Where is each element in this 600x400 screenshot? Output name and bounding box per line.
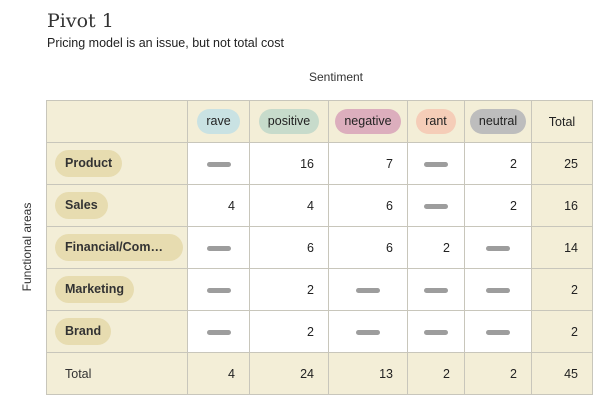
row-dimension-label: Functional areas (20, 202, 34, 292)
empty-cell-rave[interactable] (187, 268, 250, 311)
corner-cell (46, 100, 188, 143)
row-header-cell: Product (46, 142, 188, 185)
row-total-cell: 2 (531, 310, 593, 353)
column-chip-rant[interactable]: rant (416, 109, 456, 134)
empty-value-dash-icon (424, 329, 448, 335)
empty-value-dash-icon (356, 329, 380, 335)
column-dimension-label: Sentiment (308, 70, 364, 84)
table-row: Product 16 7 2 25 (46, 142, 593, 185)
value-cell-negative[interactable]: 6 (328, 226, 408, 269)
column-chip-negative[interactable]: negative (335, 109, 401, 134)
row-chip[interactable]: Brand (55, 318, 112, 345)
empty-cell-rant[interactable] (407, 184, 465, 227)
empty-cell-negative[interactable] (328, 268, 408, 311)
column-header-rant[interactable]: rant (407, 100, 465, 143)
value-cell-positive[interactable]: 2 (249, 268, 329, 311)
row-header-cell: Marketing (46, 268, 188, 311)
column-header-positive[interactable]: positive (249, 100, 329, 143)
column-chip-rave[interactable]: rave (197, 109, 240, 134)
totals-row-label: Total (46, 352, 188, 395)
empty-value-dash-icon (206, 329, 231, 335)
grand-total-cell: 45 (531, 352, 593, 395)
empty-value-dash-icon (486, 245, 510, 251)
column-header-negative[interactable]: negative (328, 100, 408, 143)
value-cell-rave[interactable]: 4 (187, 184, 250, 227)
value-cell-negative[interactable]: 7 (328, 142, 408, 185)
total-cell-rant: 2 (407, 352, 465, 395)
column-header-total: Total (531, 100, 593, 143)
empty-value-dash-icon (424, 203, 448, 209)
total-cell-neutral: 2 (464, 352, 532, 395)
table-row: Financial/Commer… 6 6 2 14 (46, 226, 593, 269)
row-header-cell: Sales (46, 184, 188, 227)
empty-cell-rant[interactable] (407, 142, 465, 185)
totals-row: Total 4 24 13 2 2 45 (46, 352, 593, 395)
value-cell-negative[interactable]: 6 (328, 184, 408, 227)
empty-cell-rant[interactable] (407, 268, 465, 311)
table-row: Brand 2 2 (46, 310, 593, 353)
column-chip-positive[interactable]: positive (258, 109, 320, 134)
empty-value-dash-icon (206, 287, 231, 293)
value-cell-positive[interactable]: 4 (249, 184, 329, 227)
empty-cell-rave[interactable] (187, 310, 250, 353)
row-total-cell: 14 (531, 226, 593, 269)
empty-cell-rave[interactable] (187, 226, 250, 269)
row-header-cell: Financial/Commer… (46, 226, 188, 269)
row-total-cell: 25 (531, 142, 593, 185)
pivot-subtitle: Pricing model is an issue, but not total… (47, 36, 284, 50)
column-chip-neutral[interactable]: neutral (469, 109, 527, 134)
row-chip[interactable]: Sales (55, 192, 108, 219)
empty-cell-rant[interactable] (407, 310, 465, 353)
empty-value-dash-icon (356, 287, 380, 293)
value-cell-positive[interactable]: 2 (249, 310, 329, 353)
column-header-neutral[interactable]: neutral (464, 100, 532, 143)
empty-cell-neutral[interactable] (464, 226, 532, 269)
header-row: rave positive negative rant neutral Tota… (46, 100, 593, 143)
value-cell-rant[interactable]: 2 (407, 226, 465, 269)
pivot-title: Pivot 1 (47, 10, 114, 32)
table-row: Marketing 2 2 (46, 268, 593, 311)
value-cell-positive[interactable]: 6 (249, 226, 329, 269)
column-header-rave[interactable]: rave (187, 100, 250, 143)
value-cell-neutral[interactable]: 2 (464, 142, 532, 185)
empty-value-dash-icon (206, 161, 231, 167)
row-total-cell: 2 (531, 268, 593, 311)
empty-value-dash-icon (206, 245, 231, 251)
row-chip[interactable]: Financial/Commer… (55, 234, 183, 261)
empty-value-dash-icon (424, 287, 448, 293)
empty-value-dash-icon (486, 329, 510, 335)
pivot-table: rave positive negative rant neutral Tota… (46, 100, 593, 395)
row-chip[interactable]: Marketing (55, 276, 135, 303)
row-total-cell: 16 (531, 184, 593, 227)
empty-cell-rave[interactable] (187, 142, 250, 185)
value-cell-positive[interactable]: 16 (249, 142, 329, 185)
value-cell-neutral[interactable]: 2 (464, 184, 532, 227)
empty-cell-neutral[interactable] (464, 310, 532, 353)
empty-cell-neutral[interactable] (464, 268, 532, 311)
empty-value-dash-icon (424, 161, 448, 167)
empty-value-dash-icon (486, 287, 510, 293)
empty-cell-negative[interactable] (328, 310, 408, 353)
total-cell-rave: 4 (187, 352, 250, 395)
total-cell-negative: 13 (328, 352, 408, 395)
total-cell-positive: 24 (249, 352, 329, 395)
row-header-cell: Brand (46, 310, 188, 353)
row-chip[interactable]: Product (55, 150, 123, 177)
table-row: Sales 4 4 6 2 16 (46, 184, 593, 227)
